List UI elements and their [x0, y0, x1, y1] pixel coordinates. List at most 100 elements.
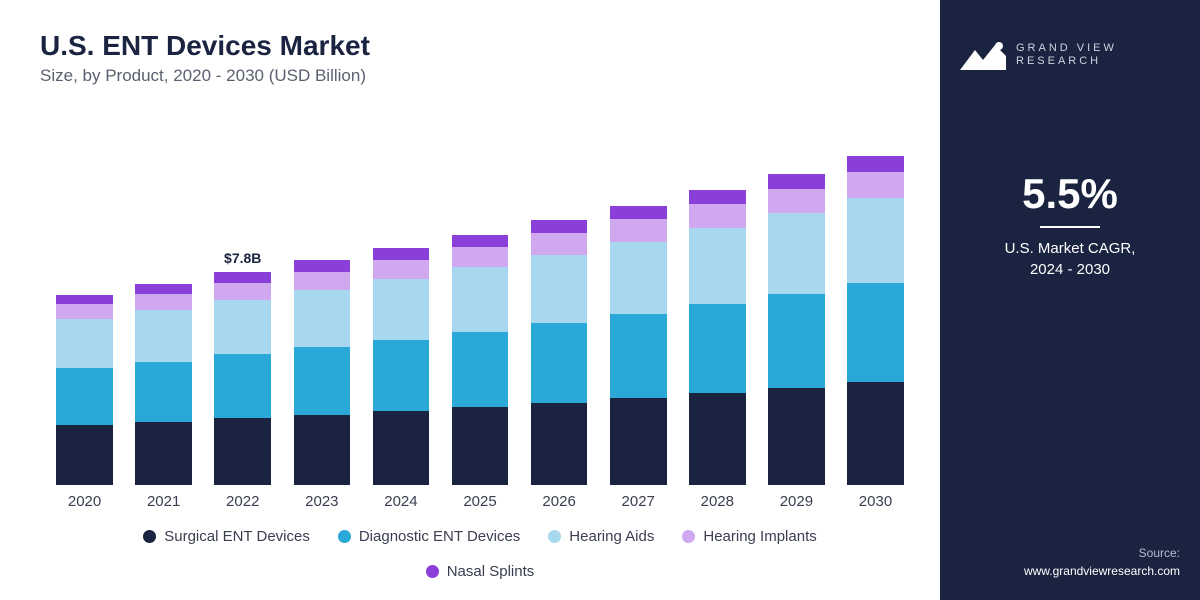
stacked-bar [689, 190, 746, 485]
bar-segment [847, 283, 904, 383]
bar-segment [373, 248, 430, 260]
brand-logo: GRAND VIEW RESEARCH [960, 40, 1180, 70]
bar-segment [768, 189, 825, 213]
stacked-bar: $7.8B [214, 272, 271, 485]
bar-segment [847, 172, 904, 198]
bar-segment [214, 418, 271, 485]
bar-segment [452, 235, 509, 248]
bar-segment [689, 190, 746, 204]
legend-label: Nasal Splints [447, 563, 535, 580]
legend-label: Hearing Implants [703, 528, 816, 545]
legend-item: Hearing Implants [682, 528, 816, 545]
bar-segment [294, 290, 351, 348]
bar-segment [768, 213, 825, 294]
bar-segment [610, 314, 667, 398]
bar-column [129, 284, 198, 485]
bar-segment [135, 310, 192, 362]
legend-label: Surgical ENT Devices [164, 528, 310, 545]
legend-item: Surgical ENT Devices [143, 528, 310, 545]
x-axis-label: 2030 [841, 493, 910, 510]
x-axis-labels: 2020202120222023202420252026202720282029… [40, 485, 920, 510]
bar-segment [214, 283, 271, 300]
x-axis-label: 2023 [287, 493, 356, 510]
bar-segment [294, 415, 351, 485]
bar-segment [294, 260, 351, 271]
bar-segment [373, 279, 430, 340]
legend-label: Diagnostic ENT Devices [359, 528, 520, 545]
stacked-bar [610, 206, 667, 485]
bar-column [366, 248, 435, 485]
x-axis-label: 2028 [683, 493, 752, 510]
bar-segment [214, 272, 271, 283]
cagr-percent: 5.5% [1022, 170, 1118, 218]
bar-segment [610, 206, 667, 220]
stacked-bar [56, 295, 113, 485]
cagr-label-line2: 2024 - 2030 [1030, 261, 1110, 278]
x-axis-label: 2027 [604, 493, 673, 510]
source-label: Source: [1139, 546, 1180, 560]
legend-label: Hearing Aids [569, 528, 654, 545]
legend-swatch-icon [682, 530, 695, 543]
bar-segment [768, 294, 825, 388]
bar-column [50, 295, 119, 485]
bar-segment [452, 332, 509, 407]
bar-segment [135, 284, 192, 294]
bar-segment [214, 300, 271, 354]
cagr-label-line1: U.S. Market CAGR, [1005, 240, 1136, 257]
x-axis-label: 2026 [525, 493, 594, 510]
bar-segment [373, 260, 430, 279]
cagr-label: U.S. Market CAGR, 2024 - 2030 [1005, 238, 1136, 280]
source-block: Source: www.grandviewresearch.com [960, 544, 1180, 580]
legend-item: Diagnostic ENT Devices [338, 528, 520, 545]
chart-subtitle: Size, by Product, 2020 - 2030 (USD Billi… [40, 66, 920, 86]
bar-segment [768, 174, 825, 189]
x-axis-label: 2025 [445, 493, 514, 510]
bar-segment [610, 242, 667, 314]
legend-swatch-icon [548, 530, 561, 543]
main-panel: U.S. ENT Devices Market Size, by Product… [0, 0, 940, 600]
bar-column [604, 206, 673, 485]
stacked-bar [373, 248, 430, 485]
bar-annotation: $7.8B [224, 250, 261, 266]
bar-column [525, 220, 594, 485]
bar-segment [531, 233, 588, 254]
x-axis-label: 2029 [762, 493, 831, 510]
chart-wrap: $7.8B 2020202120222023202420252026202720… [40, 106, 920, 580]
stacked-bar [294, 260, 351, 485]
stacked-bar-chart: $7.8B [40, 106, 920, 485]
bar-segment [452, 247, 509, 267]
bar-segment [135, 422, 192, 485]
x-axis-label: 2021 [129, 493, 198, 510]
bar-segment [373, 411, 430, 485]
bar-segment [610, 398, 667, 485]
side-panel: GRAND VIEW RESEARCH 5.5% U.S. Market CAG… [940, 0, 1200, 600]
bar-segment [56, 368, 113, 425]
bar-segment [294, 272, 351, 290]
bar-segment [452, 407, 509, 485]
stacked-bar [452, 235, 509, 485]
bar-segment [531, 403, 588, 485]
bar-segment [135, 294, 192, 310]
bar-segment [531, 323, 588, 403]
bar-segment [373, 340, 430, 411]
bar-segment [689, 228, 746, 304]
bar-segment [294, 347, 351, 414]
legend-swatch-icon [338, 530, 351, 543]
bar-segment [56, 319, 113, 368]
bar-column [287, 260, 356, 485]
x-axis-label: 2020 [50, 493, 119, 510]
bar-segment [768, 388, 825, 485]
bar-segment [531, 255, 588, 323]
x-axis-label: 2024 [366, 493, 435, 510]
logo-icon [960, 40, 1006, 70]
bar-segment [56, 304, 113, 319]
bar-segment [689, 204, 746, 227]
chart-title: U.S. ENT Devices Market [40, 30, 920, 62]
bar-segment [56, 295, 113, 305]
bar-column [762, 174, 831, 485]
stacked-bar [847, 156, 904, 485]
bar-segment [847, 156, 904, 171]
legend: Surgical ENT Devices Diagnostic ENT Devic… [40, 528, 920, 580]
stacked-bar [531, 220, 588, 485]
bar-segment [135, 362, 192, 422]
